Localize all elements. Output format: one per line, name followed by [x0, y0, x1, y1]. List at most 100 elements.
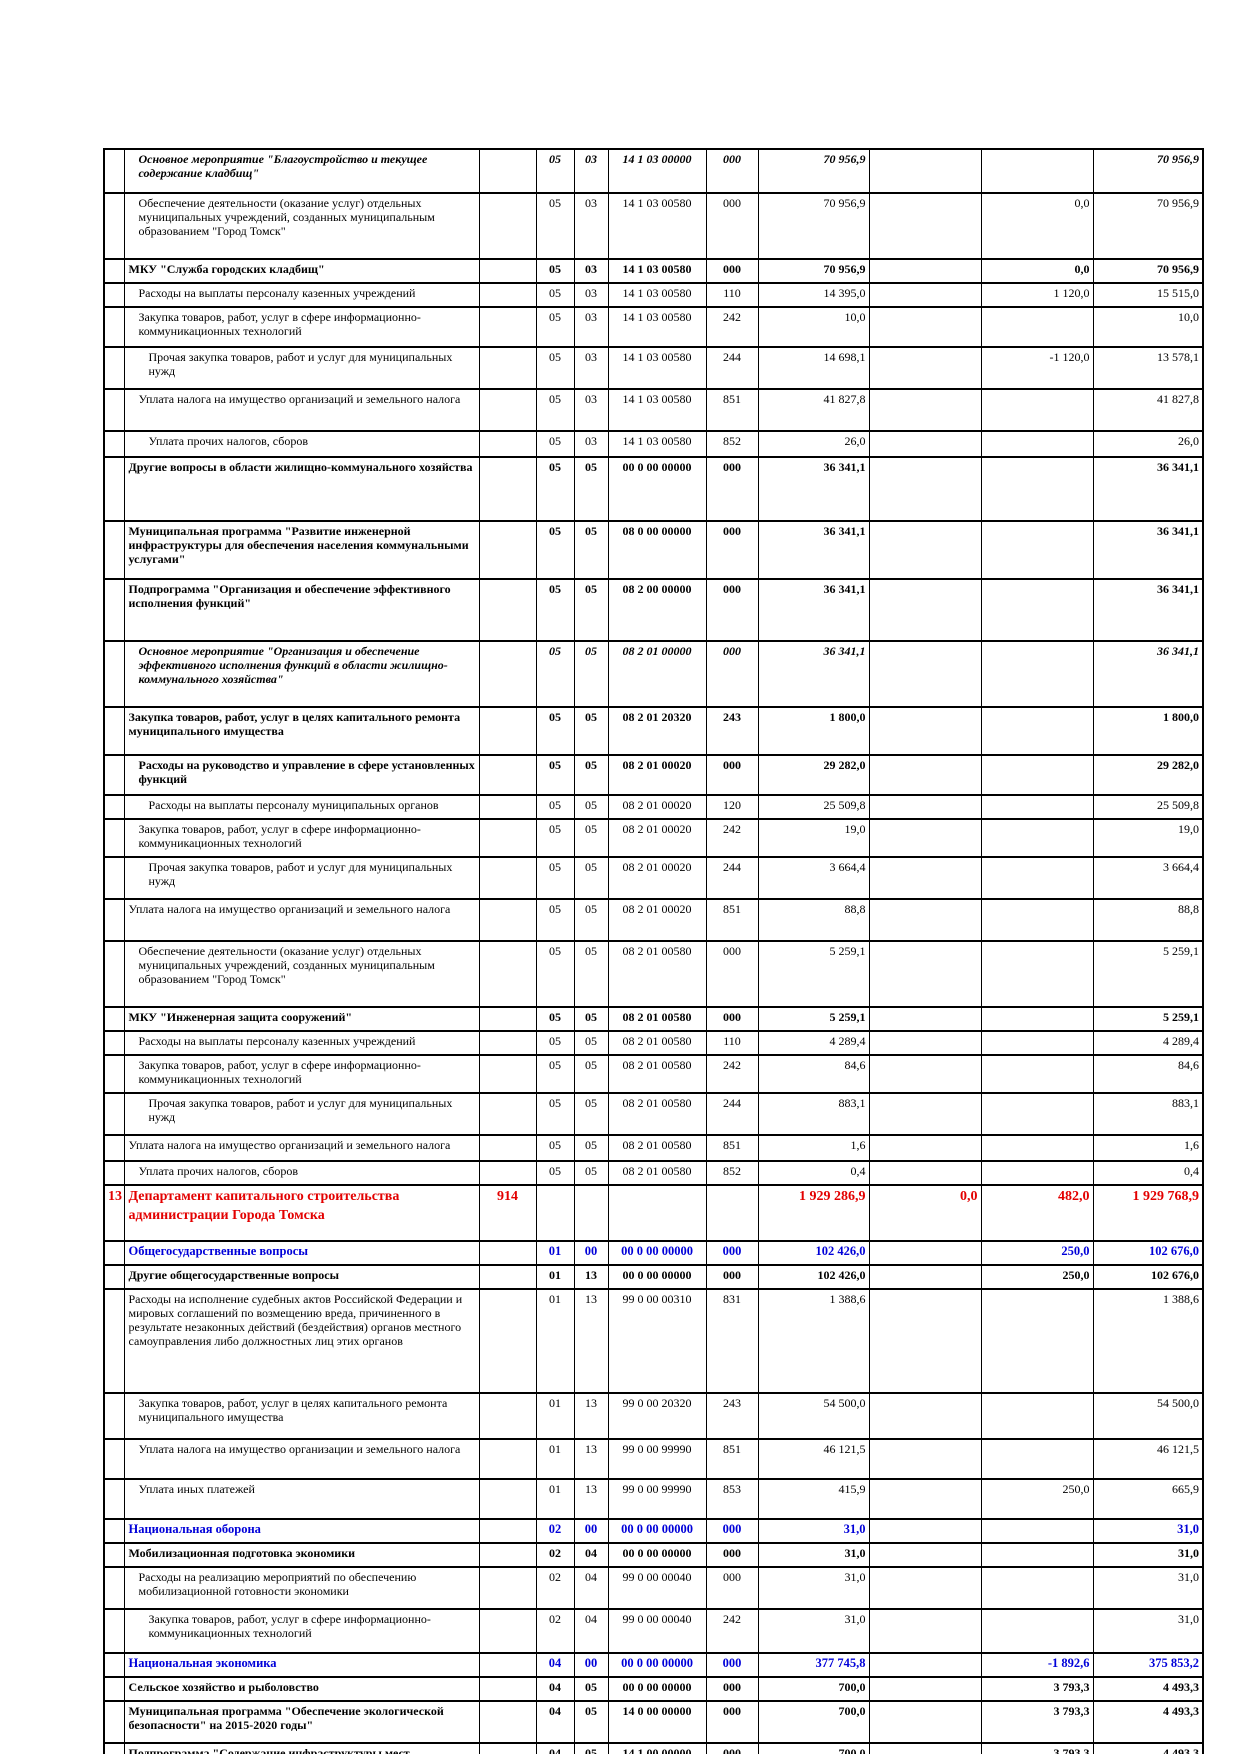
cell-pr: 03: [573, 346, 609, 390]
cell-grbs: [478, 754, 537, 796]
cell-a4: 4 493,3: [1092, 1700, 1204, 1744]
cell-pr: 13: [573, 1478, 609, 1520]
cell-a1: 3 664,4: [757, 856, 870, 900]
cell-rz: 05: [535, 192, 575, 260]
table-row: Уплата налога на имущество организации и…: [103, 1438, 1204, 1480]
cell-name: Департамент капитального строительства а…: [123, 1184, 480, 1242]
cell-grbs: [478, 1518, 537, 1544]
cell-vr: 242: [705, 306, 759, 348]
cell-a3: 3 793,3: [980, 1676, 1094, 1702]
cell-num: [103, 640, 125, 708]
cell-a1: 102 426,0: [757, 1240, 870, 1266]
cell-a2: [868, 346, 982, 390]
cell-num: [103, 520, 125, 580]
cell-a2: [868, 1030, 982, 1056]
cell-csr: 08 2 01 00580: [607, 1030, 707, 1056]
cell-a3: [980, 818, 1094, 858]
cell-vr: 000: [705, 192, 759, 260]
cell-csr: 00 0 00 00000: [607, 1542, 707, 1568]
table-row: Подпрограмма "Организация и обеспечение …: [103, 578, 1204, 642]
cell-pr: 05: [573, 754, 609, 796]
cell-a4: 102 676,0: [1092, 1264, 1204, 1290]
cell-a3: -1 120,0: [980, 346, 1094, 390]
cell-vr: 000: [705, 940, 759, 1008]
cell-rz: 05: [535, 1134, 575, 1162]
cell-vr: 831: [705, 1288, 759, 1394]
cell-name: Уплата налога на имущество организаций и…: [123, 1134, 480, 1162]
cell-a2: [868, 192, 982, 260]
cell-vr: 244: [705, 346, 759, 390]
cell-a1: 70 956,9: [757, 192, 870, 260]
cell-pr: 05: [573, 456, 609, 522]
cell-csr: 14 1 03 00000: [607, 148, 707, 194]
cell-vr: 243: [705, 1392, 759, 1440]
cell-rz: 05: [535, 346, 575, 390]
cell-rz: 04: [535, 1700, 575, 1744]
cell-rz: 05: [535, 640, 575, 708]
table-row: Основное мероприятие "Благоустройство и …: [103, 148, 1204, 194]
cell-a4: 1 800,0: [1092, 706, 1204, 756]
table-row: Прочая закупка товаров, работ и услуг дл…: [103, 856, 1204, 900]
cell-csr: 00 0 00 00000: [607, 1676, 707, 1702]
cell-pr: 05: [573, 1700, 609, 1744]
table-row: Другие общегосударственные вопросы 01 13 00…: [103, 1264, 1204, 1290]
cell-pr: 13: [573, 1438, 609, 1480]
cell-a2: [868, 148, 982, 194]
cell-csr: 08 2 01 00580: [607, 1054, 707, 1094]
cell-vr: 851: [705, 388, 759, 432]
cell-a3: [980, 1288, 1094, 1394]
cell-name: Мобилизационная подготовка экономики: [123, 1542, 480, 1568]
cell-pr: 05: [573, 940, 609, 1008]
cell-a4: 1 388,6: [1092, 1288, 1204, 1394]
table-row: Общегосударственные вопросы 01 00 00 0 00 0…: [103, 1240, 1204, 1266]
cell-a2: [868, 1518, 982, 1544]
cell-csr: 14 1 03 00580: [607, 388, 707, 432]
cell-a2: [868, 282, 982, 308]
cell-pr: 00: [573, 1652, 609, 1678]
cell-a2: [868, 1478, 982, 1520]
cell-name: Закупка товаров, работ, услуг в сфере ин…: [123, 1054, 480, 1094]
table-row: Расходы на выплаты персоналу казенных уч…: [103, 282, 1204, 308]
table-row: Расходы на выплаты персоналу казенных уч…: [103, 1030, 1204, 1056]
cell-rz: 05: [535, 388, 575, 432]
table-row: Прочая закупка товаров, работ и услуг дл…: [103, 1092, 1204, 1136]
cell-csr: 08 0 00 00000: [607, 520, 707, 580]
table-row: Закупка товаров, работ, услуг в целях ка…: [103, 706, 1204, 756]
cell-num: [103, 430, 125, 458]
cell-a3: [980, 430, 1094, 458]
cell-a1: 5 259,1: [757, 940, 870, 1008]
table-row: Другие вопросы в области жилищно-коммуна…: [103, 456, 1204, 522]
cell-a3: [980, 1092, 1094, 1136]
cell-grbs: [478, 430, 537, 458]
cell-vr: 851: [705, 898, 759, 942]
table-row: Уплата прочих налогов, сборов 05 03 14 1 03…: [103, 430, 1204, 458]
cell-vr: 000: [705, 258, 759, 284]
cell-pr: 00: [573, 1518, 609, 1544]
cell-num: [103, 1006, 125, 1032]
cell-grbs: [478, 1438, 537, 1480]
cell-name: Другие общегосударственные вопросы: [123, 1264, 480, 1290]
cell-rz: 01: [535, 1478, 575, 1520]
cell-pr: 13: [573, 1392, 609, 1440]
cell-rz: 05: [535, 430, 575, 458]
cell-num: [103, 1264, 125, 1290]
cell-a3: [980, 898, 1094, 942]
cell-name: Основное мероприятие "Благоустройство и …: [123, 148, 480, 194]
cell-a1: 0,4: [757, 1160, 870, 1186]
cell-a3: [980, 578, 1094, 642]
cell-name: Муниципальная программа "Обеспечение эко…: [123, 1700, 480, 1744]
cell-name: МКУ "Служба городских кладбищ": [123, 258, 480, 284]
cell-a3: 3 793,3: [980, 1700, 1094, 1744]
cell-a3: [980, 1542, 1094, 1568]
cell-name: Основное мероприятие "Организация и обес…: [123, 640, 480, 708]
cell-name: Национальная оборона: [123, 1518, 480, 1544]
cell-a4: 4 493,3: [1092, 1676, 1204, 1702]
cell-a3: [980, 148, 1094, 194]
cell-a4: 31,0: [1092, 1542, 1204, 1568]
cell-pr: 13: [573, 1288, 609, 1394]
table-row: Подпрограмма "Содержание инфраструктуры …: [103, 1742, 1204, 1754]
cell-grbs: [478, 282, 537, 308]
cell-rz: 01: [535, 1392, 575, 1440]
cell-a2: [868, 1566, 982, 1610]
cell-num: [103, 1288, 125, 1394]
